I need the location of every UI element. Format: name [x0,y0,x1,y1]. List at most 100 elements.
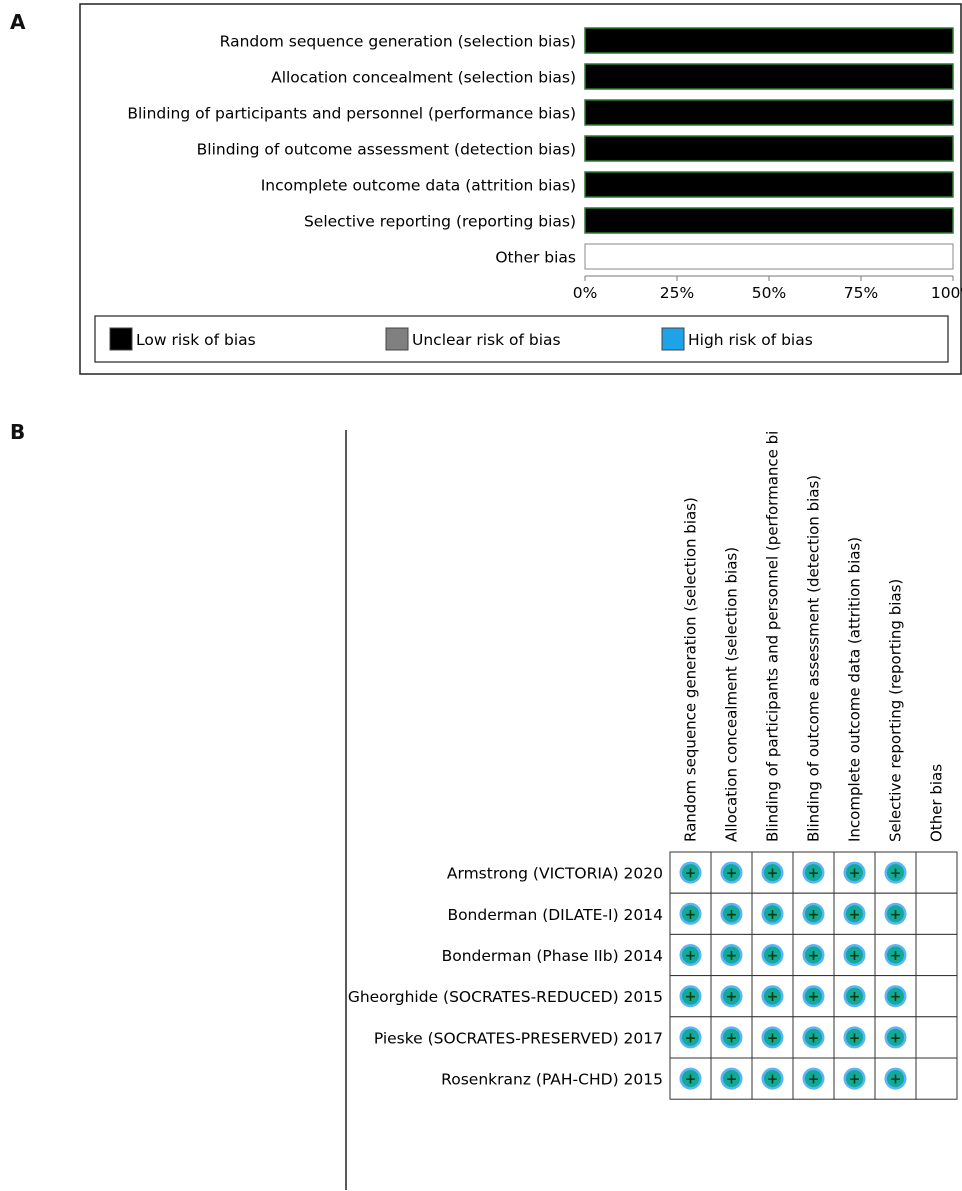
low-risk-marker-5-2: + [761,1067,784,1090]
cell-1-0 [669,892,712,935]
marker-symbol-4-1: + [726,1030,738,1046]
marker-symbol-0-4: + [849,866,861,882]
cell-1-6 [915,892,958,935]
marker-symbol-5-1: + [726,1072,738,1088]
low-risk-marker-2-5: + [884,944,907,966]
low-risk-marker-1-5: + [884,902,907,925]
legend-swatch-low-risk-of-bias [109,327,133,351]
marker-symbol-1-5: + [890,907,902,923]
marker-symbol-5-3: + [808,1072,820,1088]
marker-symbol-4-2: + [767,1030,779,1046]
legend-label-low-risk-of-bias: Low risk of bias [136,331,256,349]
cell-5-2 [751,1057,794,1100]
category-label-random-sequence-generation-selection-bias: Random sequence generation (selection bi… [220,33,576,51]
x-tick-label-0: 0% [573,284,598,302]
low-risk-marker-4-1: + [720,1026,743,1049]
marker-symbol-4-5: + [890,1030,902,1046]
marker-symbol-1-2: + [767,907,779,923]
marker-symbol-2-1: + [726,948,738,964]
low-risk-marker-2-4: + [843,944,866,966]
marker-symbol-1-1: + [726,907,738,923]
column-header-other-bias: Other bias [928,764,946,842]
cell-5-3 [792,1057,835,1100]
cell-2-6 [915,933,958,977]
marker-symbol-0-3: + [808,866,820,882]
low-risk-marker-4-2: + [761,1026,784,1049]
low-risk-marker-3-4: + [843,985,866,1008]
column-header-selective-reporting-reporting-bias: Selective reporting (reporting bias) [887,579,905,842]
row-header-gheorghide-socrates-reduced-2015: Gheorghide (SOCRATES-REDUCED) 2015 [348,988,663,1006]
cell-5-4 [833,1057,876,1100]
chart-a-frame [79,3,962,375]
marker-symbol-0-5: + [890,866,902,882]
low-risk-marker-0-4: + [843,861,866,884]
category-label-other-bias: Other bias [495,249,576,267]
row-header-armstrong-victoria-2020: Armstrong (VICTORIA) 2020 [447,865,663,883]
low-risk-marker-2-3: + [802,944,825,966]
bar-low-risk-of-bias-selective-reporting-reporting-bias [584,207,954,234]
risk-of-bias-bar-chart: Random sequence generation (selection bi… [79,3,962,375]
marker-symbol-3-5: + [890,989,902,1005]
marker-symbol-3-2: + [767,989,779,1005]
marker-symbol-2-4: + [849,948,861,964]
marker-symbol-5-2: + [767,1072,779,1088]
panel-b-label: B [10,420,26,444]
marker-symbol-2-0: + [685,948,697,964]
bar-low-risk-of-bias-random-sequence-generation-selection-bias [584,27,954,54]
column-header-incomplete-outcome-data-attrition-bias: Incomplete outcome data (attrition bias) [846,537,864,842]
low-risk-marker-5-4: + [843,1067,866,1090]
risk-of-bias-summary-table: Random sequence generation (selection bi… [345,430,958,1190]
column-header-blinding-of-outcome-assessment-detection-bias: Blinding of outcome assessment (detectio… [805,475,823,842]
marker-symbol-3-1: + [726,989,738,1005]
marker-symbol-5-0: + [685,1072,697,1088]
legend-label-unclear-risk-of-bias: Unclear risk of bias [412,331,561,349]
row-header-pieske-socrates-preserved-2017: Pieske (SOCRATES-PRESERVED) 2017 [374,1029,663,1047]
column-header-allocation-concealment-selection-bias: Allocation concealment (selection bias) [723,547,741,842]
low-risk-marker-4-0: + [679,1026,702,1049]
low-risk-marker-5-0: + [679,1067,702,1090]
category-label-allocation-concealment-selection-bias: Allocation concealment (selection bias) [271,69,576,87]
column-header-random-sequence-generation-selection-bias: Random sequence generation (selection bi… [682,497,700,842]
marker-symbol-0-0: + [685,866,697,882]
x-tick-label-1: 25% [660,284,694,302]
x-tick-label-2: 50% [752,284,786,302]
marker-symbol-4-3: + [808,1030,820,1046]
legend-box [94,315,949,363]
x-tick-label-3: 75% [844,284,878,302]
low-risk-marker-0-1: + [720,861,743,884]
low-risk-marker-3-2: + [761,985,784,1008]
low-risk-marker-1-0: + [679,902,702,925]
low-risk-marker-3-1: + [720,985,743,1008]
cell-4-6 [915,1016,958,1059]
low-risk-marker-0-0: + [679,861,702,884]
cell-0-6 [915,851,958,894]
row-header-rosenkranz-pah-chd-2015: Rosenkranz (PAH-CHD) 2015 [441,1071,663,1089]
low-risk-marker-3-3: + [802,985,825,1008]
low-risk-marker-1-3: + [802,902,825,925]
panel-a-label: A [10,10,26,34]
category-label-blinding-of-participants-and-personnel-performance-bias: Blinding of participants and personnel (… [127,105,576,123]
marker-symbol-5-5: + [890,1072,902,1088]
low-risk-marker-1-4: + [843,902,866,925]
cell-3-0 [669,975,712,1018]
legend-label-high-risk-of-bias: High risk of bias [688,331,813,349]
bar-low-risk-of-bias-allocation-concealment-selection-bias [584,63,954,90]
row-header-bonderman-phase-iib-2014: Bonderman (Phase IIb) 2014 [442,947,663,965]
marker-symbol-4-4: + [849,1030,861,1046]
category-label-incomplete-outcome-data-attrition-bias: Incomplete outcome data (attrition bias) [261,177,576,195]
marker-symbol-5-4: + [849,1072,861,1088]
bar-low-risk-of-bias-blinding-of-participants-and-personnel-performance-bias [584,99,954,126]
category-label-blinding-of-outcome-assessment-detection-bias: Blinding of outcome assessment (detectio… [197,141,576,159]
marker-symbol-3-4: + [849,989,861,1005]
low-risk-marker-3-5: + [884,985,907,1008]
low-risk-marker-0-2: + [761,861,784,884]
low-risk-marker-3-0: + [679,985,702,1008]
chart-b-frame [345,430,347,1190]
row-header-bonderman-dilate-i-2014: Bonderman (DILATE-I) 2014 [447,906,663,924]
x-tick-label-4: 100% [931,284,962,302]
legend-swatch-unclear-risk-of-bias [385,327,409,351]
marker-symbol-1-0: + [685,907,697,923]
cell-5-6 [915,1057,958,1100]
low-risk-marker-4-5: + [884,1026,907,1049]
low-risk-marker-5-5: + [884,1067,907,1090]
